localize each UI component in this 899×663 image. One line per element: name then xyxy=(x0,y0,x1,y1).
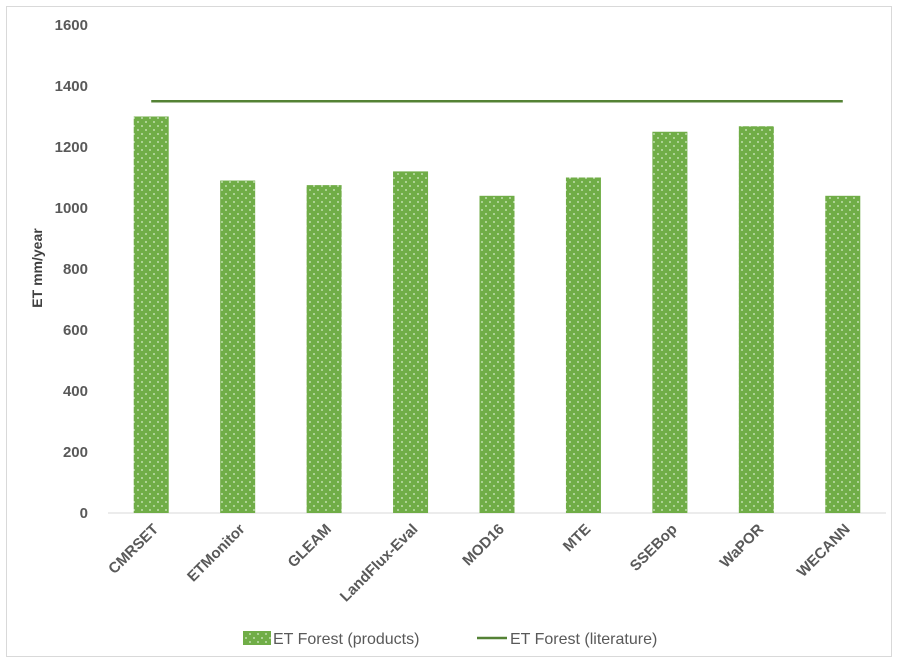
bar-etmonitor xyxy=(220,180,256,514)
legend: ET Forest (products) ET Forest (literatu… xyxy=(243,631,657,648)
x-tick-label: ETMonitor xyxy=(184,521,249,586)
x-tick-label: CMRSET xyxy=(105,521,162,578)
x-tick-label: WaPOR xyxy=(717,521,768,572)
bar-ssebop xyxy=(652,131,688,513)
bar-mte xyxy=(565,177,601,513)
y-tick-label: 400 xyxy=(63,383,88,400)
legend-swatch-products xyxy=(243,631,271,645)
bar-mod16 xyxy=(479,195,515,514)
bar-wecann xyxy=(825,195,861,514)
y-tick-label: 1600 xyxy=(55,17,88,34)
x-tick-label: WECANN xyxy=(794,521,854,581)
bar-cmrset xyxy=(133,116,169,513)
legend-label-literature: ET Forest (literature) xyxy=(510,631,657,648)
y-tick-label: 200 xyxy=(63,444,88,461)
bar-wapor xyxy=(738,126,774,513)
y-tick-label: 600 xyxy=(63,322,88,339)
y-tick-label: 0 xyxy=(80,505,88,522)
x-tick-label: MOD16 xyxy=(459,521,508,570)
legend-label-products: ET Forest (products) xyxy=(273,631,419,648)
x-tick-label: SSEBop xyxy=(627,521,681,575)
x-tick-label: LandFlux-Eval xyxy=(337,521,422,606)
x-axis-ticks: CMRSET ETMonitor GLEAM LandFlux-Eval MOD16 MT… xyxy=(105,521,853,606)
bar-series xyxy=(133,116,861,514)
bar-gleam xyxy=(306,185,342,513)
bar-landflux-eval xyxy=(393,171,429,513)
x-tick-label: MTE xyxy=(560,521,594,555)
y-tick-label: 1400 xyxy=(55,78,88,95)
x-tick-label: GLEAM xyxy=(285,521,335,571)
y-tick-label: 800 xyxy=(63,261,88,278)
y-axis-title: ET mm/year xyxy=(29,228,45,308)
y-axis-ticks: 0 200 400 600 800 1000 1200 1400 1600 xyxy=(55,17,88,522)
y-tick-label: 1000 xyxy=(55,200,88,217)
y-tick-label: 1200 xyxy=(55,139,88,156)
